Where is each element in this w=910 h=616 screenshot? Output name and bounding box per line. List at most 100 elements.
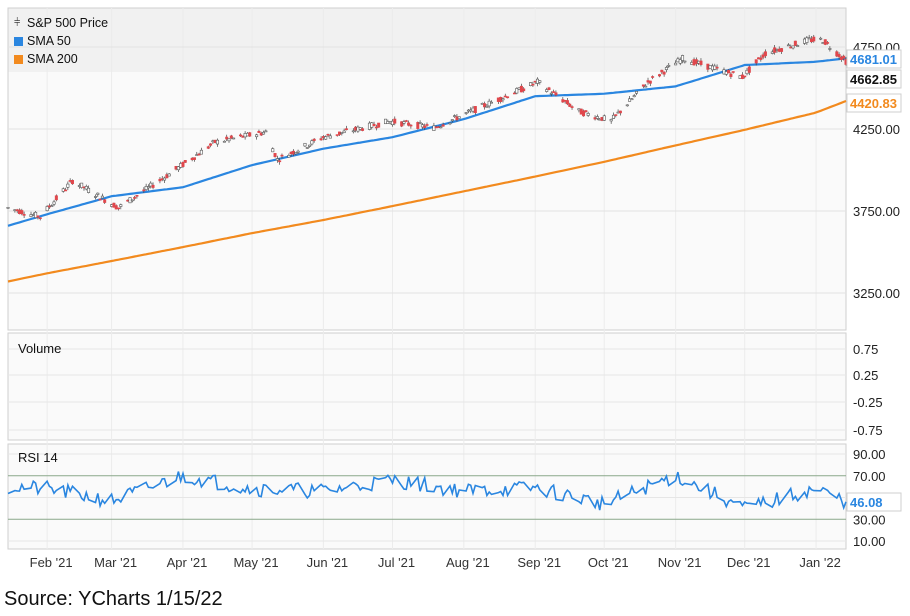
candle [206, 145, 210, 150]
candle-body [255, 134, 259, 138]
candle-body [630, 98, 634, 101]
candle [786, 43, 790, 47]
candle-body [280, 154, 284, 157]
candle [93, 194, 97, 200]
rsi-last-value: 46.08 [846, 492, 902, 512]
candle-body [658, 74, 662, 77]
candle [227, 138, 231, 143]
candle-body [648, 80, 652, 84]
candle-body [632, 95, 636, 98]
candle [780, 47, 784, 55]
candle-body [197, 153, 201, 156]
candle [400, 121, 404, 128]
x-tick-label: Aug '21 [446, 555, 490, 570]
candle-body [754, 59, 758, 64]
candle-body [699, 60, 703, 65]
candle-body [602, 115, 606, 121]
candle-body [100, 195, 104, 199]
x-tick-label: May '21 [233, 555, 278, 570]
candle [52, 199, 56, 207]
candle-body [34, 211, 38, 218]
candle-body [257, 130, 261, 133]
candle-body [582, 110, 586, 117]
volume-panel-title: Volume [18, 341, 62, 356]
candle [837, 52, 841, 60]
candle-body [683, 60, 687, 63]
candle-body [133, 197, 137, 199]
rsi-panel-title: RSI 14 [18, 450, 58, 465]
candle [489, 100, 493, 104]
candle [100, 193, 104, 199]
candle [149, 181, 153, 189]
candle-body [264, 130, 268, 133]
candle [135, 194, 139, 199]
x-tick-label: Mar '21 [94, 555, 137, 570]
x-tick-label: Jul '21 [378, 555, 415, 570]
legend-label-sma50: SMA 50 [27, 34, 71, 48]
candle [176, 165, 180, 172]
candle-body [545, 89, 549, 92]
candle-body [146, 186, 150, 189]
candle [506, 96, 510, 99]
candle-body [614, 114, 618, 116]
candle-body [342, 130, 346, 134]
candle [796, 44, 800, 47]
candle [754, 59, 758, 66]
candle-body [248, 132, 252, 137]
volume-tick-label: 0.25 [853, 368, 878, 383]
x-tick-label: Apr '21 [167, 555, 208, 570]
candle [319, 136, 323, 141]
candle-body [351, 130, 355, 133]
legend-item-sma200[interactable]: SMA 200 [14, 50, 114, 68]
legend-label-sma200: SMA 200 [27, 52, 78, 66]
volume-plot-area [8, 333, 846, 440]
candle-body [660, 69, 664, 73]
candle [117, 207, 121, 211]
candle-body [501, 98, 505, 101]
candle [842, 54, 846, 61]
candle-body [512, 92, 516, 95]
candle [793, 40, 797, 47]
candle [501, 97, 505, 103]
candle-body [135, 195, 139, 197]
rsi-line [7, 470, 847, 511]
candle-body [181, 162, 185, 167]
candle [87, 185, 91, 194]
candle-body [308, 144, 312, 147]
candle-body [485, 106, 489, 108]
candle [549, 91, 553, 97]
candle-body [66, 183, 70, 188]
candle-body [506, 96, 510, 99]
legend-item-sma50[interactable]: SMA 50 [14, 32, 114, 50]
candle-body [743, 75, 747, 78]
candle [312, 138, 316, 143]
candle-body [552, 91, 556, 93]
candle [664, 65, 668, 73]
candle [552, 89, 556, 93]
x-tick-label: Jan '22 [799, 555, 841, 570]
candle-body [425, 124, 429, 126]
candle-body [324, 136, 328, 140]
candle-body [531, 83, 535, 86]
candle-body [222, 140, 226, 143]
candle [602, 114, 606, 121]
candle [731, 71, 735, 74]
sma50-swatch [14, 36, 23, 46]
candle [432, 122, 436, 132]
candle-body [634, 91, 638, 94]
candle-body [163, 177, 167, 181]
rsi-plot-area [8, 444, 846, 549]
candle [402, 119, 406, 126]
legend-item-price[interactable]: ⫩ S&P 500 Price [14, 14, 114, 32]
candle-body [568, 103, 572, 107]
candle-body [448, 122, 452, 125]
candle [192, 157, 196, 162]
candle-body [206, 146, 210, 149]
rsi-last-value-box [846, 492, 902, 512]
candle [275, 155, 279, 163]
sma200-last-value-box [846, 93, 902, 113]
candle-body [489, 101, 493, 104]
candle-body [819, 37, 823, 40]
candle-body [183, 160, 187, 163]
candle [273, 153, 277, 158]
